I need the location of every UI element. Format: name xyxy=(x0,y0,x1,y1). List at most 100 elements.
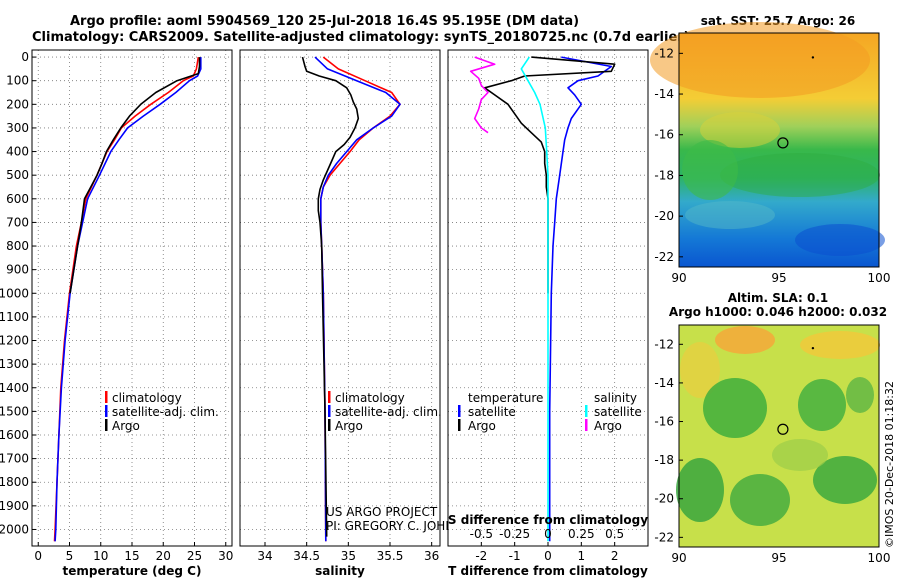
x-tick-label: 36 xyxy=(424,549,439,563)
map-y-tick-label: -22 xyxy=(654,530,674,544)
x2-tick-label: -0.25 xyxy=(499,527,530,541)
legend-salinity-heading: salinity xyxy=(594,391,637,405)
title-line-2: Climatology: CARS2009. Satellite-adjuste… xyxy=(32,30,690,45)
y-tick-label: 1400 xyxy=(0,381,29,395)
legend-climatology-swatch xyxy=(105,391,108,403)
y-tick-label: 200 xyxy=(6,97,29,111)
map-x-tick-label: 95 xyxy=(771,271,786,285)
difference-legend: temperature satellite Argo salinity sate… xyxy=(458,391,642,433)
credit-label: ©IMOS 20-Dec-2018 01:18:32 xyxy=(883,381,896,548)
y-tick-label: 0 xyxy=(21,50,29,64)
legend-climatology-label: climatology xyxy=(335,391,405,405)
sla-map: Altim. SLA: 0.1 Argo h1000: 0.046 h2000:… xyxy=(654,291,890,565)
legend-argo-swatch xyxy=(105,419,108,431)
x-tick-label: -2 xyxy=(475,549,487,563)
map-y-tick-label: -14 xyxy=(654,376,674,390)
legend-t-satellite-label: satellite xyxy=(468,405,516,419)
sla-map-subtitle: Argo h1000: 0.046 h2000: 0.032 xyxy=(669,305,887,319)
map-y-tick-label: -16 xyxy=(654,415,674,429)
x-tick-label: 20 xyxy=(156,549,171,563)
legend-t-argo-swatch xyxy=(458,419,461,431)
x-tick-label: 0 xyxy=(34,549,42,563)
x-tick-label: 5 xyxy=(66,549,74,563)
x-tick-label: 10 xyxy=(93,549,108,563)
map-x-tick-label: 90 xyxy=(671,551,686,565)
temperature-panel: 0 5 10 15 20 25 30 0 100 200 300 400 500 600 700 800 90… xyxy=(0,49,233,578)
salinity-axis-label: salinity xyxy=(315,564,365,578)
legend-satellite-label: satellite-adj. clim. xyxy=(112,405,219,419)
series-line-satellite-adj-clim- xyxy=(54,57,202,542)
x-tick-label: 0 xyxy=(544,549,552,563)
salinity-legend: climatology satellite-adj. clim. Argo xyxy=(328,391,442,433)
y-tick-label: 500 xyxy=(6,168,29,182)
temperature-axis-label: temperature (deg C) xyxy=(63,564,202,578)
x-tick-label: 2 xyxy=(611,549,619,563)
t-difference-axis-label: T difference from climatology xyxy=(448,564,648,578)
y-tick-label: 1300 xyxy=(0,357,29,371)
map-y-tick-label: -14 xyxy=(654,87,674,101)
legend-t-argo-label: Argo xyxy=(468,419,496,433)
y-tick-label: 1500 xyxy=(0,404,29,418)
y-tick-label: 1100 xyxy=(0,310,29,324)
y-tick-label: 100 xyxy=(6,74,29,88)
legend-s-satellite-swatch xyxy=(585,405,588,417)
y-tick-label: 1700 xyxy=(0,452,29,466)
x-tick-label: 1 xyxy=(578,549,586,563)
x-tick-label: 35 xyxy=(341,549,356,563)
legend-t-satellite-swatch xyxy=(458,405,461,417)
legend-s-argo-swatch xyxy=(585,419,588,431)
map-y-tick-label: -16 xyxy=(654,128,674,142)
legend-satellite-swatch xyxy=(328,405,331,417)
legend-argo-swatch xyxy=(328,419,331,431)
legend-s-argo-label: Argo xyxy=(594,419,622,433)
y-tick-label: 700 xyxy=(6,215,29,229)
series-line-s-argo xyxy=(469,56,496,134)
x-tick-label: 30 xyxy=(218,549,233,563)
map-x-tick-label: 100 xyxy=(868,551,891,565)
sla-map-title: Altim. SLA: 0.1 xyxy=(728,291,829,305)
pi-annotation: PI: GREGORY C. JOHNSON xyxy=(326,519,480,533)
temperature-legend: climatology satellite-adj. clim. Argo xyxy=(105,391,219,433)
legend-climatology-swatch xyxy=(328,391,331,403)
y-tick-label: 600 xyxy=(6,192,29,206)
map-x-tick-label: 95 xyxy=(771,551,786,565)
salinity-panel: 34 34.5 35 35.5 36 salinity climatology sate… xyxy=(239,49,480,578)
map-y-tick-label: -20 xyxy=(654,209,674,223)
x-tick-label: 34.5 xyxy=(293,549,320,563)
legend-satellite-label: satellite-adj. clim. xyxy=(335,405,442,419)
title-line-1: Argo profile: aoml 5904569_120 25-Jul-20… xyxy=(70,14,579,29)
series-line-t-satellite xyxy=(548,56,613,542)
y-tick-label: 1000 xyxy=(0,286,29,300)
map-y-tick-label: -12 xyxy=(654,46,674,60)
s-difference-axis-label: S difference from climatology xyxy=(448,513,648,527)
y-tick-label: 1600 xyxy=(0,428,29,442)
y-tick-label: 800 xyxy=(6,239,29,253)
x-tick-label: -1 xyxy=(509,549,521,563)
legend-satellite-swatch xyxy=(105,405,108,417)
series-line-s-satellite xyxy=(520,56,549,542)
y-tick-label: 1200 xyxy=(0,334,29,348)
legend-temperature-heading: temperature xyxy=(468,391,543,405)
x2-tick-label: -0.5 xyxy=(470,527,493,541)
legend-argo-label: Argo xyxy=(335,419,363,433)
argo-position-marker xyxy=(777,137,789,149)
map-x-tick-label: 100 xyxy=(868,271,891,285)
map-y-tick-label: -20 xyxy=(654,492,674,506)
y-tick-label: 900 xyxy=(6,263,29,277)
argo-position-marker xyxy=(777,423,789,435)
map-y-tick-label: -18 xyxy=(654,453,674,467)
y-tick-label: 400 xyxy=(6,145,29,159)
x2-tick-label: 0.5 xyxy=(605,527,624,541)
map-y-tick-label: -22 xyxy=(654,250,674,264)
map-x-tick-label: 90 xyxy=(671,271,686,285)
x-tick-label: 34 xyxy=(257,549,272,563)
legend-argo-label: Argo xyxy=(112,419,140,433)
sst-map: sat. SST: 25.7 Argo: 26 90 95 100 -12-14-1… xyxy=(650,14,890,285)
y-tick-label: 1900 xyxy=(0,499,29,513)
map-y-tick-label: -18 xyxy=(654,168,674,182)
x-tick-label: 15 xyxy=(124,549,139,563)
x2-tick-label: 0.25 xyxy=(568,527,595,541)
legend-s-satellite-label: satellite xyxy=(594,405,642,419)
float-track-dot xyxy=(811,56,815,59)
y-tick-label: 1800 xyxy=(0,475,29,489)
